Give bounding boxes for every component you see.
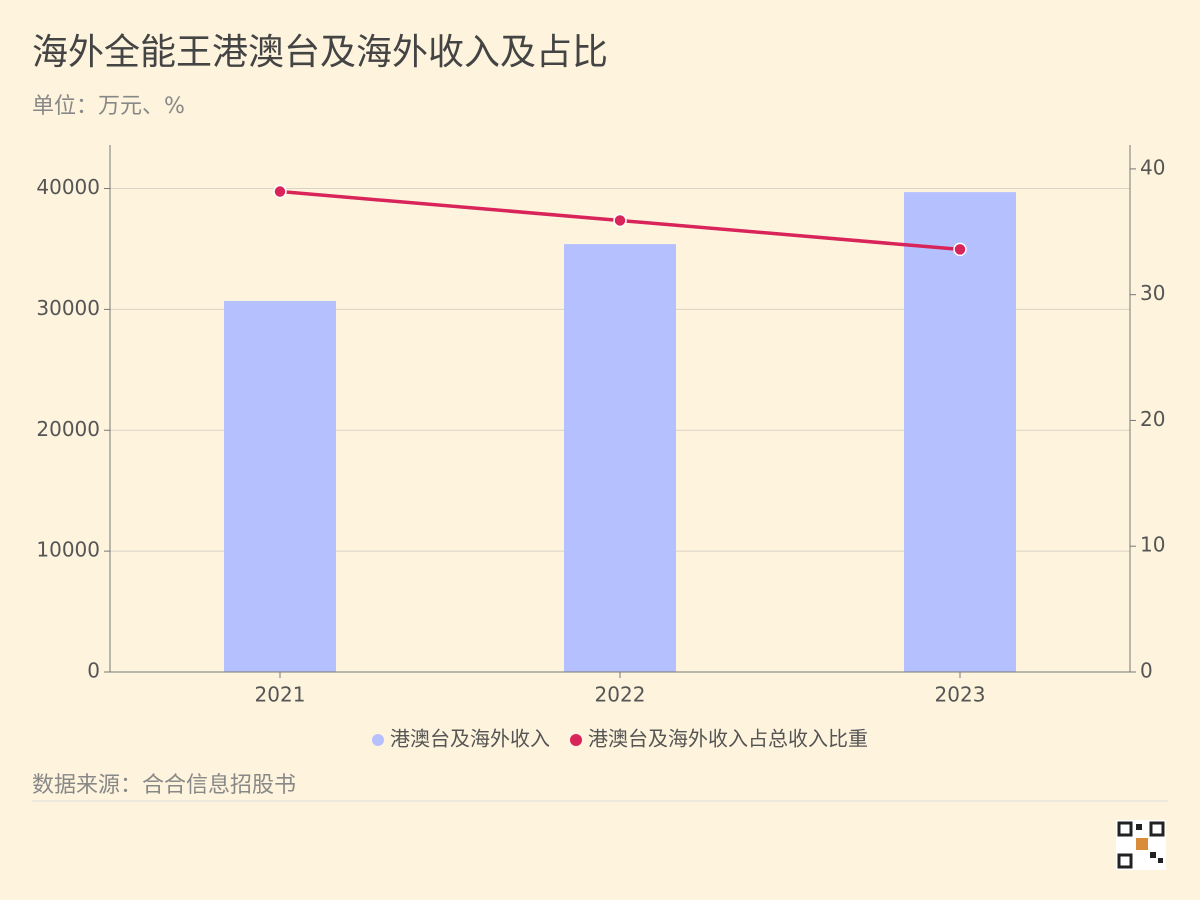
legend-marker <box>570 734 582 746</box>
y-tick-label: 20000 <box>36 417 100 441</box>
y2-tick-label: 20 <box>1140 407 1165 431</box>
line-point <box>953 242 967 257</box>
y2-tick-label: 0 <box>1140 659 1153 683</box>
legend-marker <box>372 734 384 746</box>
bar <box>564 244 676 672</box>
source-note: 数据来源：合合信息招股书 <box>32 773 296 798</box>
x-tick-label: 2022 <box>595 683 646 707</box>
chart-title: 海外全能王港澳台及海外收入及占比 <box>32 32 608 73</box>
line-point <box>273 184 287 199</box>
y-tick-label: 30000 <box>36 296 100 320</box>
x-tick-label: 2021 <box>255 683 306 707</box>
qr-code <box>1116 820 1166 870</box>
y-tick-label: 0 <box>87 659 100 683</box>
x-tick-label: 2023 <box>935 683 986 707</box>
legend-label: 港澳台及海外收入 <box>390 727 550 751</box>
y-tick-label: 10000 <box>36 538 100 562</box>
line-point <box>613 213 627 228</box>
bar <box>904 192 1016 673</box>
bar <box>224 300 336 672</box>
legend-label: 港澳台及海外收入占总收入比重 <box>588 727 868 751</box>
chart-subtitle: 单位：万元、% <box>32 94 185 119</box>
y-tick-label: 40000 <box>36 175 100 199</box>
y2-tick-label: 10 <box>1140 533 1165 557</box>
y2-tick-label: 40 <box>1140 155 1165 179</box>
y2-tick-label: 30 <box>1140 281 1165 305</box>
